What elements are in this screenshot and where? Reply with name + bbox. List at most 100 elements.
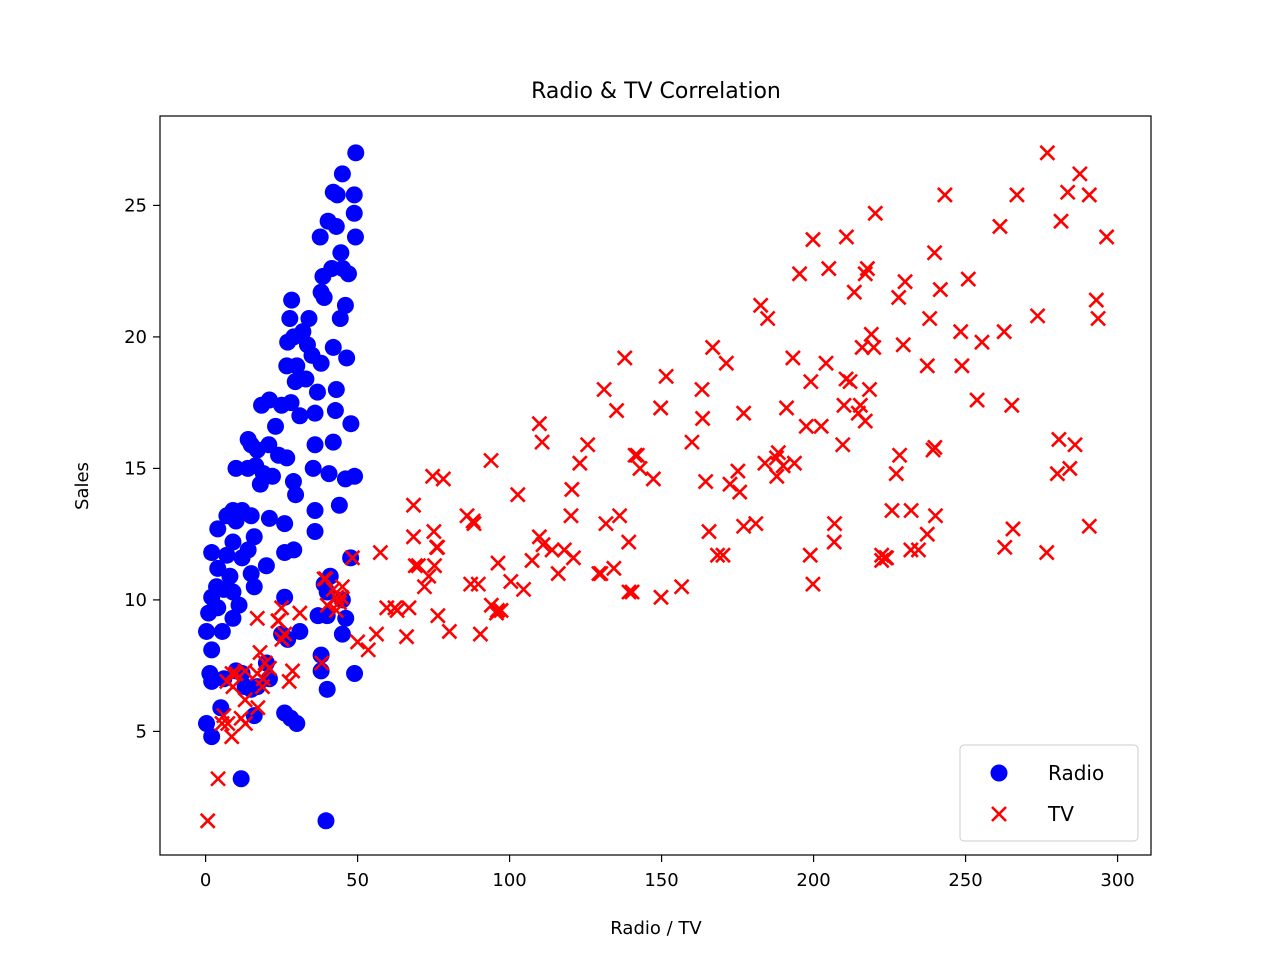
tv-point <box>624 584 641 600</box>
radio-point <box>221 567 239 585</box>
x-tick-label: 300 <box>1100 870 1134 891</box>
radio-point <box>312 354 330 372</box>
tv-point <box>775 457 792 474</box>
tv-point <box>735 405 752 422</box>
tv-point <box>873 552 890 569</box>
radio-point <box>279 333 297 351</box>
radio-point <box>273 396 291 414</box>
tv-point <box>996 539 1013 556</box>
tv-point <box>592 565 609 582</box>
tv-point <box>709 547 726 564</box>
radio-point <box>324 433 342 451</box>
tv-point <box>632 460 648 477</box>
y-tick-label: 10 <box>124 590 147 611</box>
y-axis-label: Sales <box>72 462 93 510</box>
x-axis-label: Radio / TV <box>610 918 702 939</box>
radio-point <box>287 486 305 504</box>
tv-point <box>878 549 895 566</box>
tv-point <box>757 455 773 472</box>
radio-point <box>291 622 309 640</box>
tv-point <box>747 515 764 532</box>
tv-point <box>802 547 819 564</box>
radio-point <box>320 465 338 483</box>
radio-point <box>278 449 296 467</box>
radio-point <box>286 373 304 391</box>
legend-label: TV <box>1047 802 1074 826</box>
radio-point <box>245 578 263 596</box>
radio-point <box>345 204 363 222</box>
tv-point <box>563 507 579 524</box>
tv-point <box>846 284 863 301</box>
x-tick-label: 250 <box>948 870 982 891</box>
tv-point <box>270 613 286 629</box>
tv-point <box>752 297 769 314</box>
radio-point <box>209 559 227 577</box>
tv-point <box>544 542 561 558</box>
tv-point <box>605 560 622 577</box>
tv-point <box>652 399 669 416</box>
radio-point <box>209 520 227 538</box>
tv-point <box>826 515 843 532</box>
radio-point <box>203 641 221 659</box>
tv-point <box>653 589 669 606</box>
x-tick-label: 200 <box>796 870 830 891</box>
tv-point <box>524 552 541 569</box>
tv-point <box>276 626 293 643</box>
radio-point <box>288 715 306 733</box>
tv-point <box>852 397 869 414</box>
tv-point <box>319 597 336 614</box>
tv-point <box>252 644 268 661</box>
radio-point <box>257 557 275 575</box>
radio-point <box>326 402 344 420</box>
tv-point <box>718 355 735 372</box>
radio-point <box>227 459 245 477</box>
tv-point <box>784 350 801 366</box>
tv-point <box>1039 144 1056 161</box>
tv-point <box>571 455 588 472</box>
radio-point <box>224 583 242 601</box>
tv-point <box>405 497 422 514</box>
tv-point <box>697 473 714 490</box>
tv-point <box>531 528 548 545</box>
radio-point <box>315 288 333 306</box>
y-tick-label: 20 <box>124 327 147 348</box>
legend-label: Radio <box>1048 761 1104 785</box>
radio-point <box>198 622 216 640</box>
tv-point <box>556 542 573 558</box>
tv-point <box>921 310 938 327</box>
tv-point <box>704 339 721 356</box>
radio-point <box>346 467 364 485</box>
tv-point <box>1071 165 1088 182</box>
tv-point <box>416 578 433 595</box>
tv-point <box>791 265 808 282</box>
radio-point <box>284 473 302 491</box>
series-layer <box>198 144 1115 830</box>
radio-point <box>224 533 242 551</box>
radio-point <box>233 549 251 567</box>
radio-point <box>318 680 336 698</box>
legend: Radio TV <box>959 744 1139 842</box>
radio-point <box>203 728 221 746</box>
tv-point <box>932 281 949 298</box>
tv-point <box>1003 397 1020 414</box>
radio-point <box>213 622 231 640</box>
radio-point <box>332 244 350 262</box>
radio-point <box>318 607 336 625</box>
tv-point <box>349 634 366 650</box>
tv-point <box>470 576 487 593</box>
tv-point <box>969 392 986 408</box>
tv-point <box>974 334 990 351</box>
legend-marker <box>990 764 1008 782</box>
radio-point <box>253 396 271 414</box>
radio-point <box>346 228 364 246</box>
radio-point <box>304 459 322 477</box>
tv-point <box>441 623 458 640</box>
tv-point <box>857 413 874 429</box>
radio-point <box>245 528 263 546</box>
x-axis: 0 50 100 150 200 250 300 <box>200 855 1135 891</box>
tv-point <box>344 549 361 566</box>
radio-point <box>218 546 236 564</box>
tv-point <box>902 542 919 558</box>
tv-point <box>255 670 272 687</box>
radio-point <box>212 699 230 717</box>
